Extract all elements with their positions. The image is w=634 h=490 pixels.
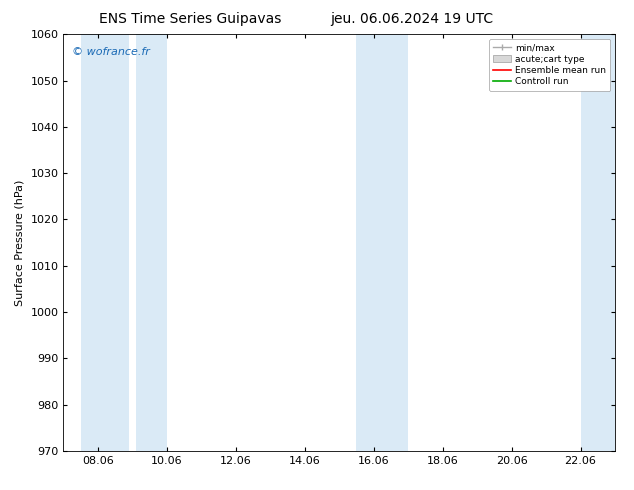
Bar <box>581 34 615 451</box>
Y-axis label: Surface Pressure (hPa): Surface Pressure (hPa) <box>15 179 25 306</box>
Text: © wofrance.fr: © wofrance.fr <box>72 47 150 57</box>
Legend: min/max, acute;cart type, Ensemble mean run, Controll run: min/max, acute;cart type, Ensemble mean … <box>489 39 611 91</box>
Text: jeu. 06.06.2024 19 UTC: jeu. 06.06.2024 19 UTC <box>330 12 494 26</box>
Bar <box>356 34 408 451</box>
Bar <box>136 34 167 451</box>
Text: ENS Time Series Guipavas: ENS Time Series Guipavas <box>99 12 281 26</box>
Bar <box>81 34 129 451</box>
